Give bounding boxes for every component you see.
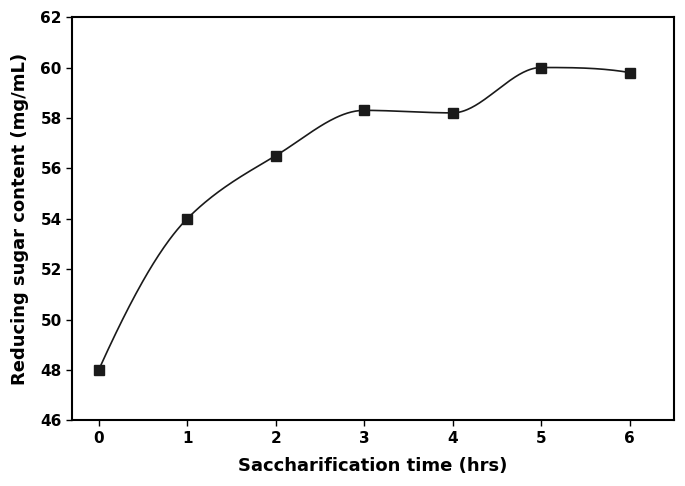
Y-axis label: Reducing sugar content (mg/mL): Reducing sugar content (mg/mL) bbox=[11, 52, 29, 385]
X-axis label: Saccharification time (hrs): Saccharification time (hrs) bbox=[238, 457, 508, 475]
